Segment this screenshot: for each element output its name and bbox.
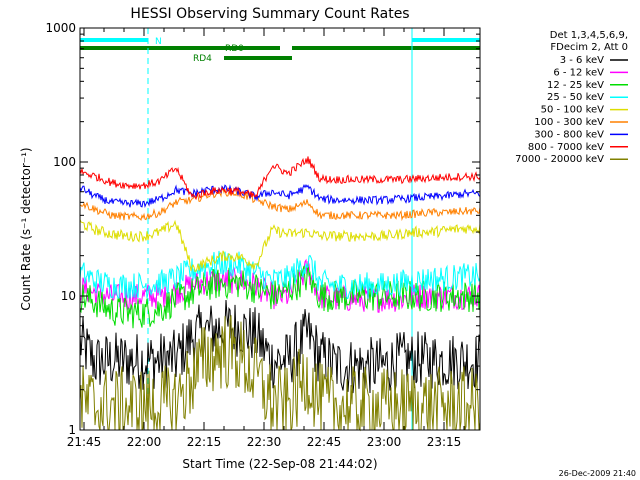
x-tick-label: 21:45 [67,435,102,449]
y-axis-label: Count Rate (s⁻¹ detector⁻¹) [19,147,33,310]
footer-date: 26-Dec-2009 21:40 [559,469,636,478]
series-line [79,315,481,432]
status-bar-label: RD4 [193,54,212,64]
legend: Det 1,3,4,5,6,9,FDecim 2, Att 0 3 - 6 keV… [515,30,628,165]
x-tick-label: 22:45 [307,435,342,449]
legend-label: 800 - 7000 keV [528,142,604,153]
legend-label: 7000 - 20000 keV [515,154,604,165]
x-tick-label: 23:15 [427,435,462,449]
status-bar-label: N [155,37,162,47]
plot-frame [79,27,481,431]
x-tick-label: 22:15 [187,435,222,449]
series-line [79,263,481,329]
chart-title: HESSI Observing Summary Count Rates [130,6,409,22]
series-line [79,219,481,272]
x-axis: 21:45 22:00 22:15 22:30 22:45 23:00 23:15 [67,28,465,449]
legend-label: 3 - 6 keV [560,55,604,66]
y-tick-label: 1 [68,423,76,437]
x-tick-label: 23:00 [367,435,402,449]
series-line [79,184,481,208]
legend-header: FDecim 2, Att 0 [550,42,628,53]
legend-label: 300 - 800 keV [534,129,604,140]
status-bar-label: RD0 [225,44,244,54]
x-tick-label: 22:00 [127,435,162,449]
series-line [79,186,481,222]
series-layer [79,156,481,432]
y-tick-label: 1000 [45,21,76,35]
legend-label: 50 - 100 keV [541,105,605,116]
status-bars: N RD0 RD4 [80,37,480,64]
legend-label: 12 - 25 keV [547,80,604,91]
series-line [79,299,481,394]
series-line [79,250,481,300]
y-tick-label: 10 [61,289,76,303]
legend-label: 25 - 50 keV [547,92,604,103]
legend-header: Det 1,3,4,5,6,9, [550,30,628,41]
y-axis: 1 10 100 1000 [45,21,480,437]
legend-label: 100 - 300 keV [534,117,604,128]
y-tick-label: 100 [53,155,76,169]
legend-label: 6 - 12 keV [553,67,604,78]
series-line [79,156,481,201]
x-axis-label: Start Time (22-Sep-08 21:44:02) [182,457,377,471]
x-tick-label: 22:30 [247,435,282,449]
